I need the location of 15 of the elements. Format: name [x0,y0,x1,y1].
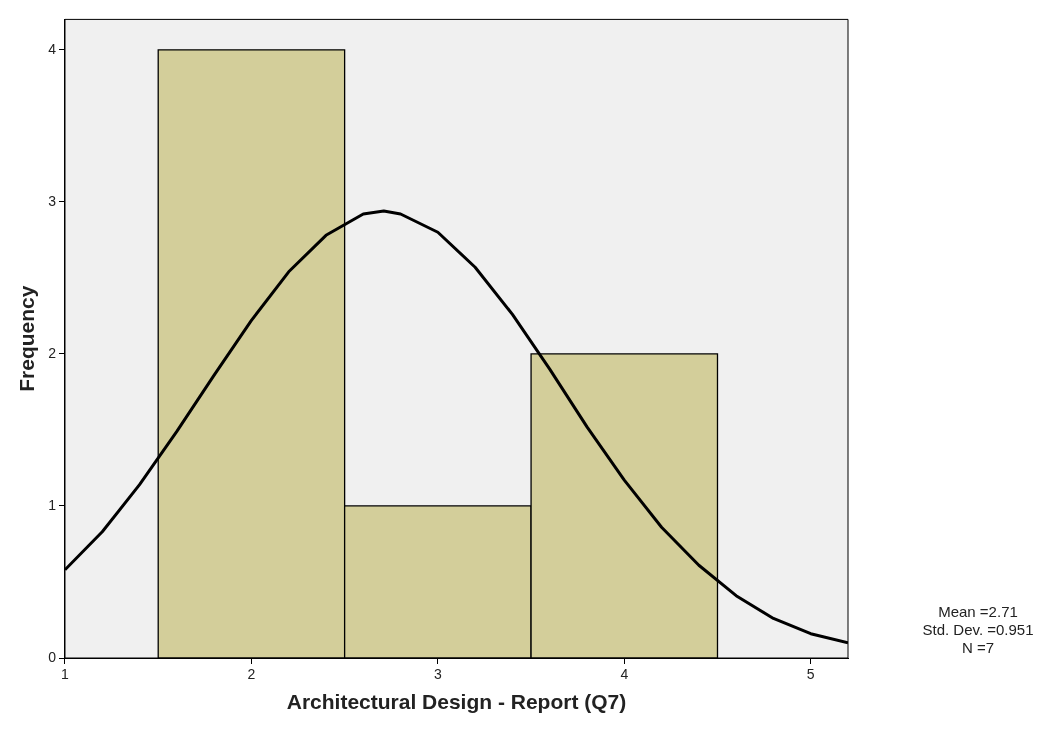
y-tick-label: 2 [48,344,57,361]
x-tick-label: 1 [61,666,70,683]
y-tick-label: 0 [48,648,57,665]
x-tick-label: 2 [247,666,256,683]
text: N =7 [961,639,995,657]
x-tick-label: 3 [433,666,442,683]
text: Std. Dev. =0.951 [922,621,1034,639]
y-tick-label: 3 [48,192,57,209]
text: Mean =2.71 [938,603,1018,621]
x-tick-label: 5 [806,666,815,683]
y-tick-label: 1 [48,496,57,513]
y-axis-title: Frequency [15,285,39,392]
x-axis-title: Architectural Design - Report (Q7) [286,690,627,714]
x-tick-label: 4 [620,666,629,683]
y-tick-label: 4 [48,40,57,57]
